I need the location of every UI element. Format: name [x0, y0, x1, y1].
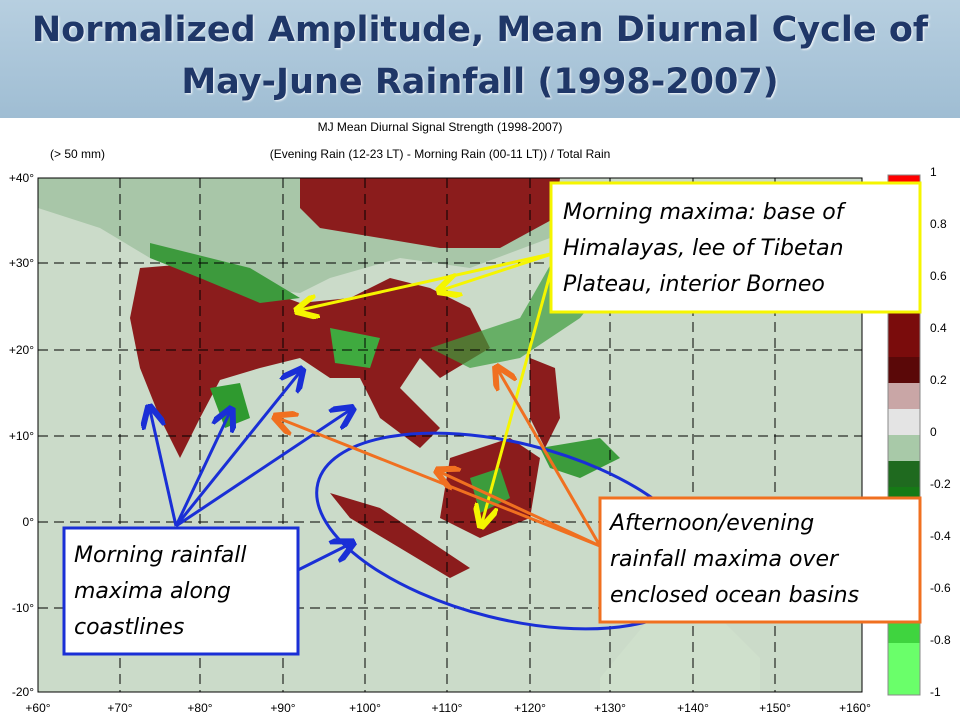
lat-label: +40° — [9, 171, 34, 185]
colorbar-label: -0.8 — [930, 633, 951, 647]
orange-arrows — [278, 370, 602, 548]
annotation-text: Morning maxima: base of — [563, 200, 847, 225]
lat-label: +30° — [9, 256, 34, 270]
lon-label: +140° — [677, 701, 709, 715]
annotation-text: Plateau, interior Borneo — [563, 272, 825, 297]
colorbar-label: 0.4 — [930, 321, 947, 335]
colorbar-label: -0.2 — [930, 477, 951, 491]
lon-label: +80° — [187, 701, 212, 715]
colorbar-label: 0.8 — [930, 217, 947, 231]
colorbar-label: 0.2 — [930, 373, 947, 387]
lat-label: 0° — [23, 515, 35, 529]
colorbar-label: -0.6 — [930, 581, 951, 595]
colorbar-label: -0.4 — [930, 529, 951, 543]
annotation-text: Afternoon/evening — [608, 511, 814, 536]
yellow-arrows — [300, 251, 557, 523]
annotation-box — [549, 181, 922, 314]
annotation-text: maxima along — [74, 579, 231, 604]
lat-label: -10° — [12, 601, 34, 615]
annotation-text: Morning rainfall — [74, 543, 246, 568]
threshold-note: (> 50 mm) — [50, 147, 105, 161]
title-band: Normalized Amplitude, Mean Diurnal Cycle… — [0, 0, 960, 118]
map-title: MJ Mean Diurnal Signal Strength (1998-20… — [318, 120, 563, 134]
lon-label: +90° — [270, 701, 295, 715]
map-figure: MJ Mean Diurnal Signal Strength (1998-20… — [0, 118, 960, 720]
colorbar-label: 0 — [930, 425, 937, 439]
colorbar-label: 1 — [930, 165, 937, 179]
slide-title: Normalized Amplitude, Mean Diurnal Cycle… — [31, 10, 929, 102]
lon-label: +70° — [107, 701, 132, 715]
colorbar-label: -1 — [930, 685, 941, 699]
annotation-text: enclosed ocean basins — [610, 583, 859, 608]
lon-label: +110° — [432, 701, 463, 715]
lon-label: +100° — [349, 701, 381, 715]
annotation-box — [62, 526, 300, 656]
lat-label: +10° — [9, 429, 34, 443]
lon-label: +60° — [25, 701, 50, 715]
lat-label: -20° — [12, 685, 34, 699]
lon-label: +120° — [514, 701, 546, 715]
annotation-text: Himalayas, lee of Tibetan — [563, 236, 844, 261]
annotation-text: rainfall maxima over — [610, 547, 840, 572]
lon-label: +130° — [594, 701, 626, 715]
lon-label: +150° — [759, 701, 791, 715]
map-subtitle: (Evening Rain (12-23 LT) - Morning Rain … — [270, 147, 611, 161]
lon-label: +160° — [839, 701, 871, 715]
blue-arrows — [150, 372, 350, 572]
lat-label: +20° — [9, 343, 34, 357]
annotation-text: coastlines — [74, 615, 184, 640]
annotation-box — [598, 496, 922, 624]
colorbar-label: 0.6 — [930, 269, 947, 283]
